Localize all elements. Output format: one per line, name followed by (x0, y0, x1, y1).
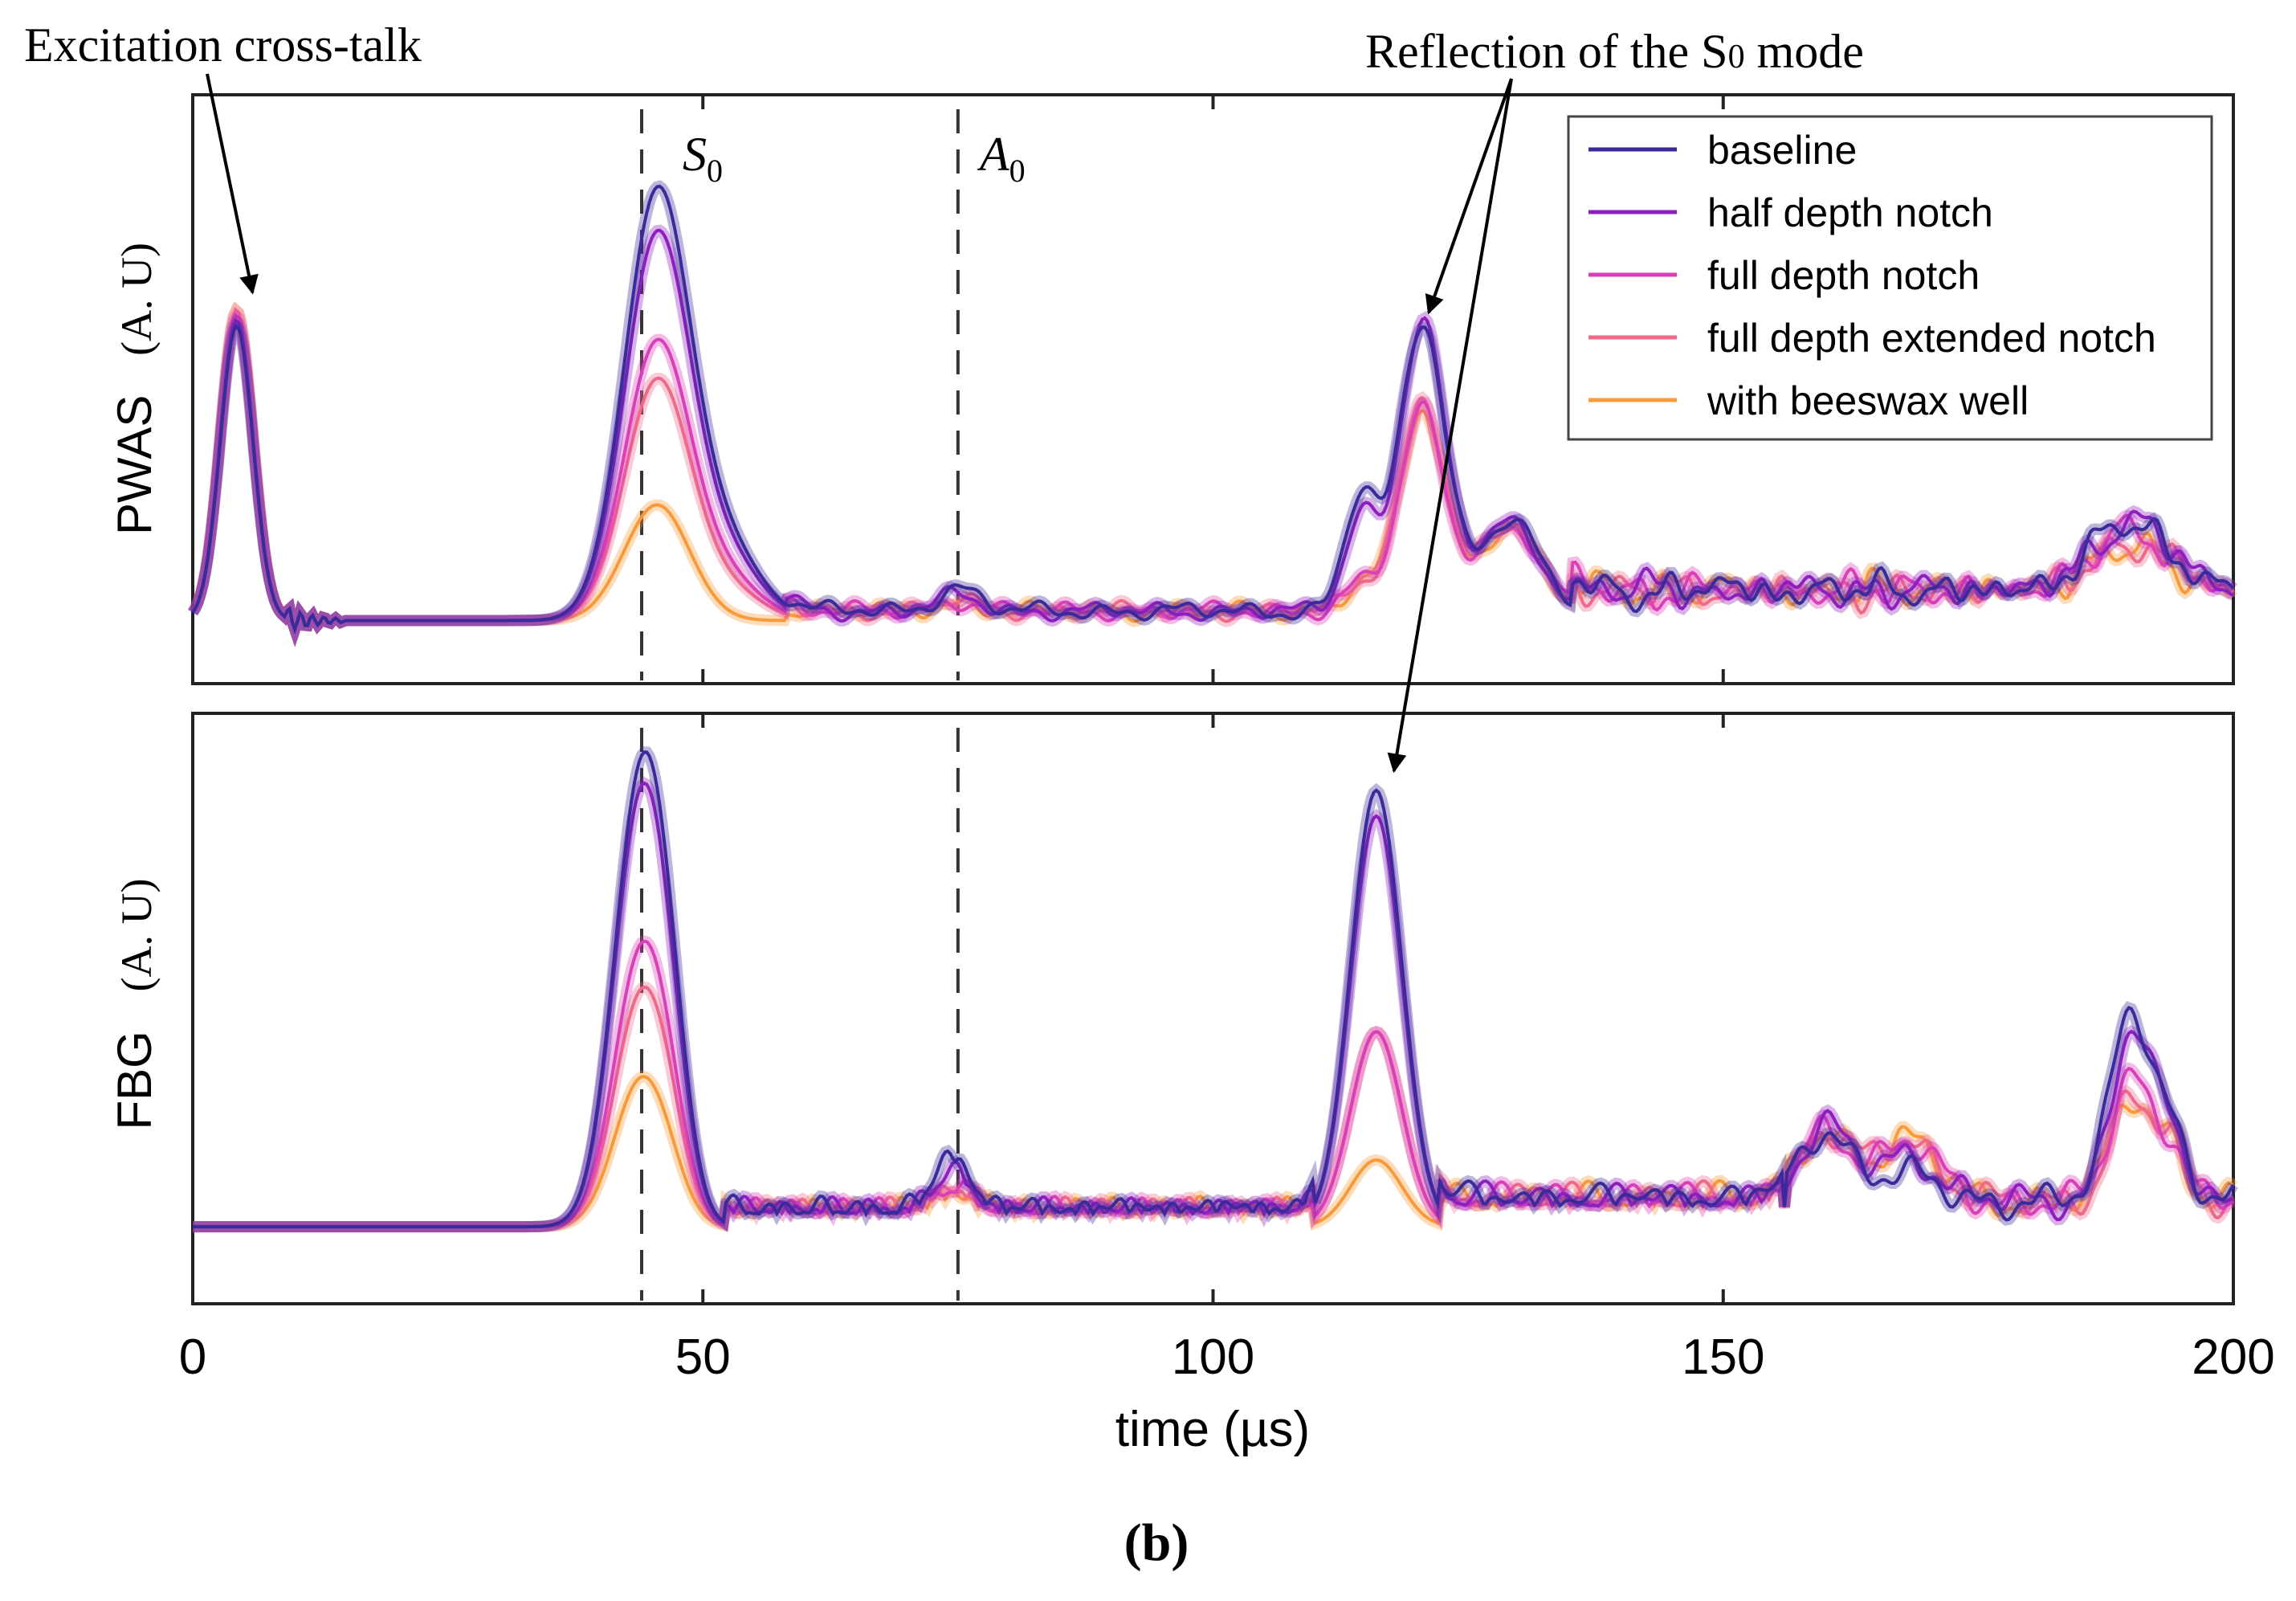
fbg-ylabel-unit: (A. U) (112, 879, 161, 992)
fbg-series-group (193, 745, 2239, 1233)
reflection-arrow-pwas (1425, 78, 1513, 315)
fbg-band-full-depth-extended-notch (193, 981, 2236, 1233)
crosstalk-annotation: Excitation cross-talk (24, 18, 422, 71)
pwas-y-axis-label: PWAS (A. U) (108, 243, 161, 535)
pwas-x-ticks (191, 95, 2235, 684)
pwas-ylabel: PWAS (108, 395, 161, 535)
legend-label: full depth extended notch (1707, 316, 2156, 361)
x-tick-label: 200 (2192, 1329, 2274, 1385)
pwas-series-baseline (191, 184, 2235, 635)
fbg-ylabel: FBG (108, 1031, 161, 1129)
figure-caption: (b) (1124, 1513, 1189, 1572)
x-tick-label: 0 (179, 1329, 206, 1385)
fbg-panel: FBG (A. U) (108, 712, 2239, 1305)
x-tick-label: 150 (1682, 1329, 1764, 1385)
x-tick-labels: 0 50 100 150 200 (179, 1329, 2275, 1385)
pwas-panel: PWAS (A. U) S0 A0 baseline half depth not… (108, 93, 2237, 685)
reflection-arrow-fbg (1387, 78, 1513, 774)
fbg-y-axis-label: FBG (A. U) (108, 879, 161, 1130)
pwas-ylabel-unit: (A. U) (112, 243, 161, 356)
fbg-series-full-depth-extended-notch (193, 985, 2234, 1229)
fbg-mode-lines (640, 728, 960, 1301)
legend-box (1567, 115, 2213, 441)
x-tick-label: 50 (675, 1329, 731, 1385)
legend-label: baseline (1707, 128, 1857, 173)
legend-label: half depth notch (1707, 190, 1993, 235)
fbg-series-baseline (193, 750, 2235, 1229)
pwas-mode-lines (640, 109, 960, 680)
x-axis-label: time (µs) (1115, 1402, 1310, 1457)
legend: baseline half depth notch full depth notch… (1567, 115, 2213, 441)
legend-label: with beeswax well (1707, 378, 2029, 423)
pwas-series-group (188, 180, 2237, 647)
legend-label: full depth notch (1707, 253, 1980, 298)
fbg-x-ticks (191, 713, 2235, 1304)
x-tick-label: 100 (1172, 1329, 1254, 1385)
a0-label: A0 (977, 128, 1026, 189)
crosstalk-arrow (206, 73, 259, 295)
s0-label: S0 (683, 128, 723, 189)
reflection-annotation: Reflection of the S0 mode (1365, 25, 1864, 78)
